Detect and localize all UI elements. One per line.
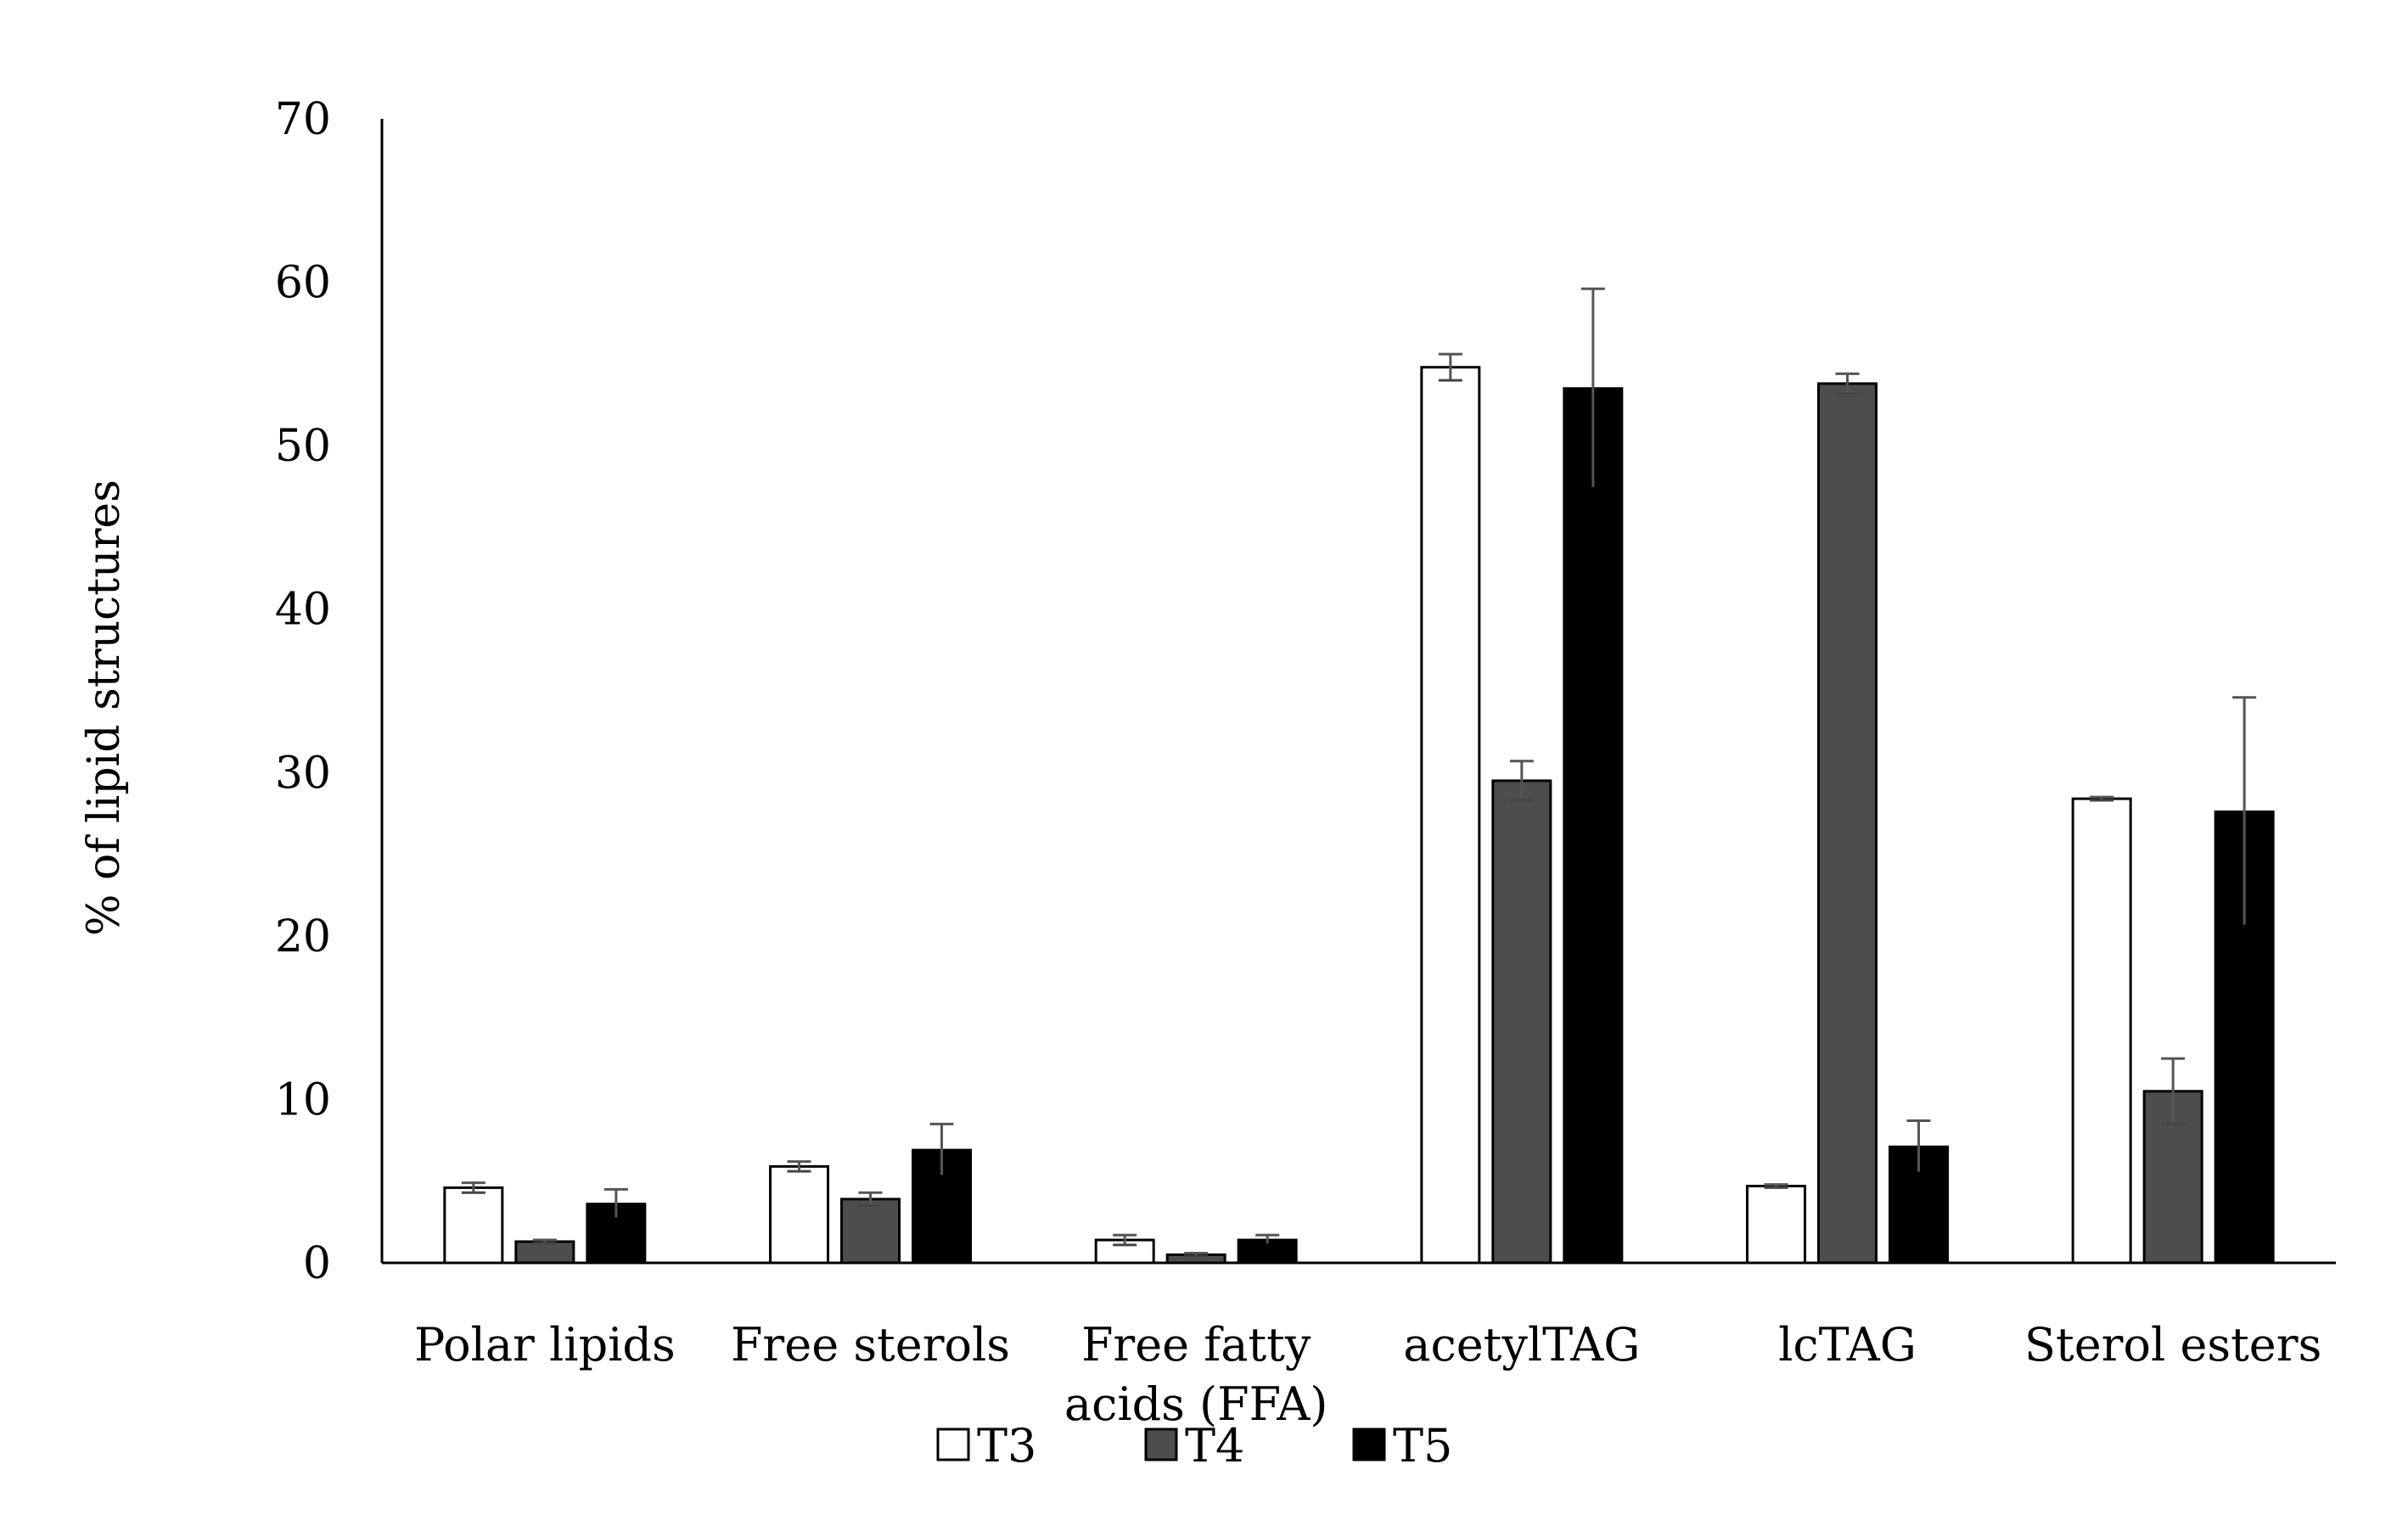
bar-T3-4: [1746, 1184, 1806, 1265]
bar-T3-0: [443, 1186, 504, 1265]
x-tick-label: Free sterols: [731, 1318, 1010, 1372]
legend-label-T4: T4: [1185, 1419, 1244, 1472]
x-tick-label: Sterol esters: [2024, 1318, 2321, 1372]
y-tick-label: 0: [303, 1238, 331, 1289]
y-tick-label: 70: [275, 94, 331, 145]
bars: [443, 287, 2275, 1265]
y-axis-title: % of lipid structures: [79, 480, 130, 936]
legend-label-T3: T3: [977, 1419, 1036, 1472]
y-tick-label: 60: [275, 258, 331, 309]
bar-T4-1: [840, 1198, 901, 1265]
legend: T3 T4 T5: [936, 1419, 1452, 1472]
legend-swatch-T3: [936, 1428, 970, 1461]
legend-label-T5: T5: [1393, 1419, 1452, 1472]
bar-T3-1: [769, 1164, 829, 1265]
legend-swatch-T5: [1352, 1428, 1386, 1461]
bar-T3-3: [1420, 366, 1481, 1265]
y-tick-label: 40: [275, 585, 331, 636]
y-tick-label: 50: [275, 421, 331, 472]
category-labels: Polar lipids Free sterols Free fattyacids …: [414, 1318, 2321, 1431]
bar-T4-4: [1817, 382, 1878, 1265]
bar-T3-5: [2071, 797, 2132, 1265]
x-tick-label: acids (FFA): [1064, 1377, 1328, 1431]
x-tick-label: Polar lipids: [414, 1318, 676, 1372]
bar-T5-3: [1563, 387, 1624, 1265]
legend-swatch-T4: [1144, 1428, 1178, 1461]
y-tick-label: 10: [275, 1074, 331, 1125]
x-tick-label: lcTAG: [1778, 1318, 1917, 1372]
x-tick-label: Free fatty: [1081, 1318, 1311, 1372]
y-tick-label: 20: [275, 912, 331, 962]
bar-T4-0: [514, 1240, 575, 1265]
axes: 0 10 20 30 40 50 60 70: [275, 94, 2336, 1289]
x-tick-label: acetylTAG: [1403, 1318, 1640, 1372]
y-tick-label: 30: [275, 748, 331, 799]
bar-T4-3: [1491, 779, 1552, 1265]
